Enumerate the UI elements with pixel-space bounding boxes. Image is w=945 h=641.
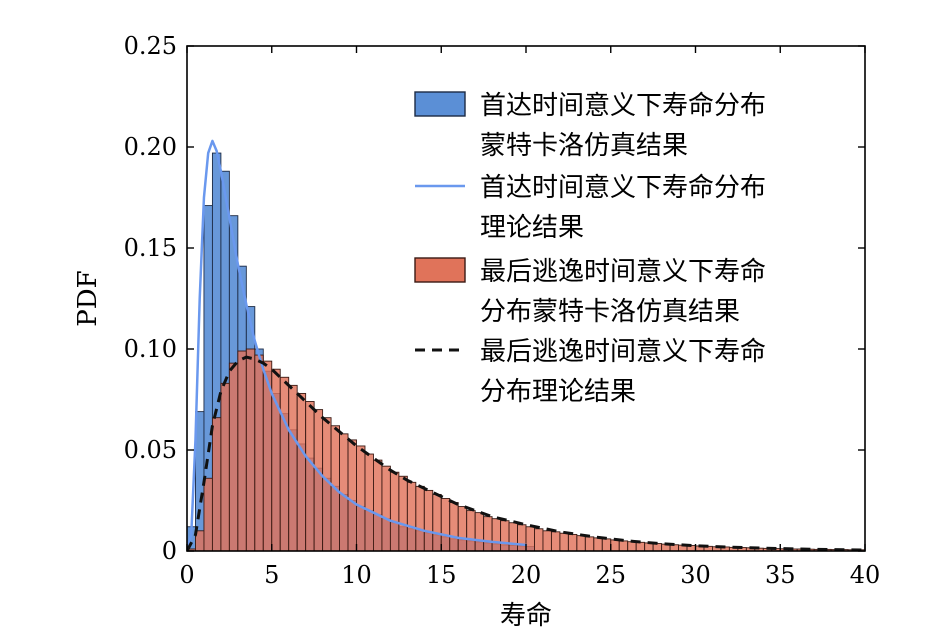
histogram-bar <box>313 409 324 551</box>
legend-entry-text: 首达时间意义下寿命分布 <box>480 173 766 203</box>
histogram-bar <box>584 536 595 551</box>
histogram-bar <box>203 477 213 551</box>
histogram-bar <box>356 445 366 551</box>
histogram-bar <box>381 465 391 551</box>
histogram-bar <box>627 541 637 551</box>
x-tick-label: 40 <box>850 561 881 589</box>
legend-swatch <box>414 91 466 117</box>
histogram-bar <box>237 350 247 551</box>
histogram-bar <box>593 537 603 551</box>
x-tick-label: 0 <box>179 561 194 589</box>
y-axis-label: PDF <box>73 270 103 326</box>
histogram-bar <box>576 535 586 551</box>
histogram-bar <box>635 541 646 551</box>
histogram-bar <box>228 362 239 551</box>
histogram-bar <box>406 481 417 551</box>
x-tick-label: 10 <box>341 561 372 589</box>
x-tick-label: 15 <box>426 561 457 589</box>
x-tick-label: 5 <box>264 561 279 589</box>
y-tick-label: 0 <box>162 537 177 565</box>
x-axis-label: 寿命 <box>500 601 552 631</box>
histogram-bar <box>389 471 400 551</box>
histogram-bar <box>432 493 442 551</box>
x-tick-label: 20 <box>511 561 542 589</box>
histogram-bar <box>457 506 468 551</box>
histogram-bar <box>601 538 612 551</box>
y-tick-label: 0.25 <box>124 32 177 60</box>
y-tick-label: 0.15 <box>124 234 177 262</box>
histogram-bar <box>517 524 527 551</box>
legend-entry-text: 最后逃逸时间意义下寿命 <box>480 337 766 367</box>
histogram-bar <box>542 530 552 551</box>
histogram-bar <box>305 401 315 551</box>
histogram-bar <box>567 533 578 551</box>
legend-swatch <box>414 257 466 283</box>
histogram-bar <box>466 510 476 551</box>
histogram-bar <box>449 502 459 551</box>
histogram-bar <box>474 512 485 551</box>
legend-entry-text: 分布理论结果 <box>480 377 636 407</box>
x-tick-label: 25 <box>595 561 626 589</box>
legend-entry-text: 最后逃逸时间意义下寿命 <box>480 257 766 287</box>
histogram-bar <box>508 522 518 551</box>
histogram-bar <box>347 439 357 551</box>
histogram-bar <box>610 539 620 551</box>
histogram-bar <box>296 392 307 551</box>
y-tick-label: 0.05 <box>124 436 177 464</box>
histogram-bar <box>550 531 561 551</box>
histogram-bar <box>373 459 383 551</box>
legend: 首达时间意义下寿命分布蒙特卡洛仿真结果首达时间意义下寿命分布理论结果最后逃逸时间… <box>414 91 766 407</box>
histogram-bar <box>288 384 298 551</box>
histogram-bar <box>211 417 222 551</box>
y-tick-label: 0.10 <box>124 335 177 363</box>
histogram-bar <box>220 382 230 551</box>
legend-entry-text: 蒙特卡洛仿真结果 <box>480 131 688 161</box>
theory-line-3 <box>187 355 865 551</box>
legend-entry-text: 首达时间意义下寿命分布 <box>480 91 766 121</box>
histogram-bar <box>483 516 493 551</box>
histogram-bar <box>491 518 502 551</box>
histogram-bar <box>534 528 544 551</box>
histogram-bar <box>398 475 408 551</box>
histogram-bar <box>618 540 629 551</box>
histogram-bar <box>500 520 510 551</box>
axis-ticks: 0 5 10 15 20 25 30 35 40 0 0.05 0.10 0.15 0.20 0.25 <box>124 32 881 589</box>
histogram-bar <box>254 354 264 551</box>
histogram-bar <box>423 489 434 551</box>
theory-lines <box>187 139 865 551</box>
x-tick-label: 35 <box>765 561 796 589</box>
histogram-bar <box>525 526 535 551</box>
y-tick-label: 0.20 <box>124 133 177 161</box>
theory-line-1 <box>187 139 528 551</box>
histogram-bar <box>415 485 425 551</box>
legend-entry-text: 理论结果 <box>480 213 584 243</box>
histogram-bar <box>559 532 569 551</box>
x-tick-label: 30 <box>680 561 711 589</box>
histogram-bar <box>245 348 256 551</box>
legend-entry-text: 分布蒙特卡洛仿真结果 <box>480 297 740 327</box>
histogram-bar <box>279 376 290 551</box>
histogram-bar <box>364 453 374 551</box>
histogram-bar <box>440 498 451 551</box>
